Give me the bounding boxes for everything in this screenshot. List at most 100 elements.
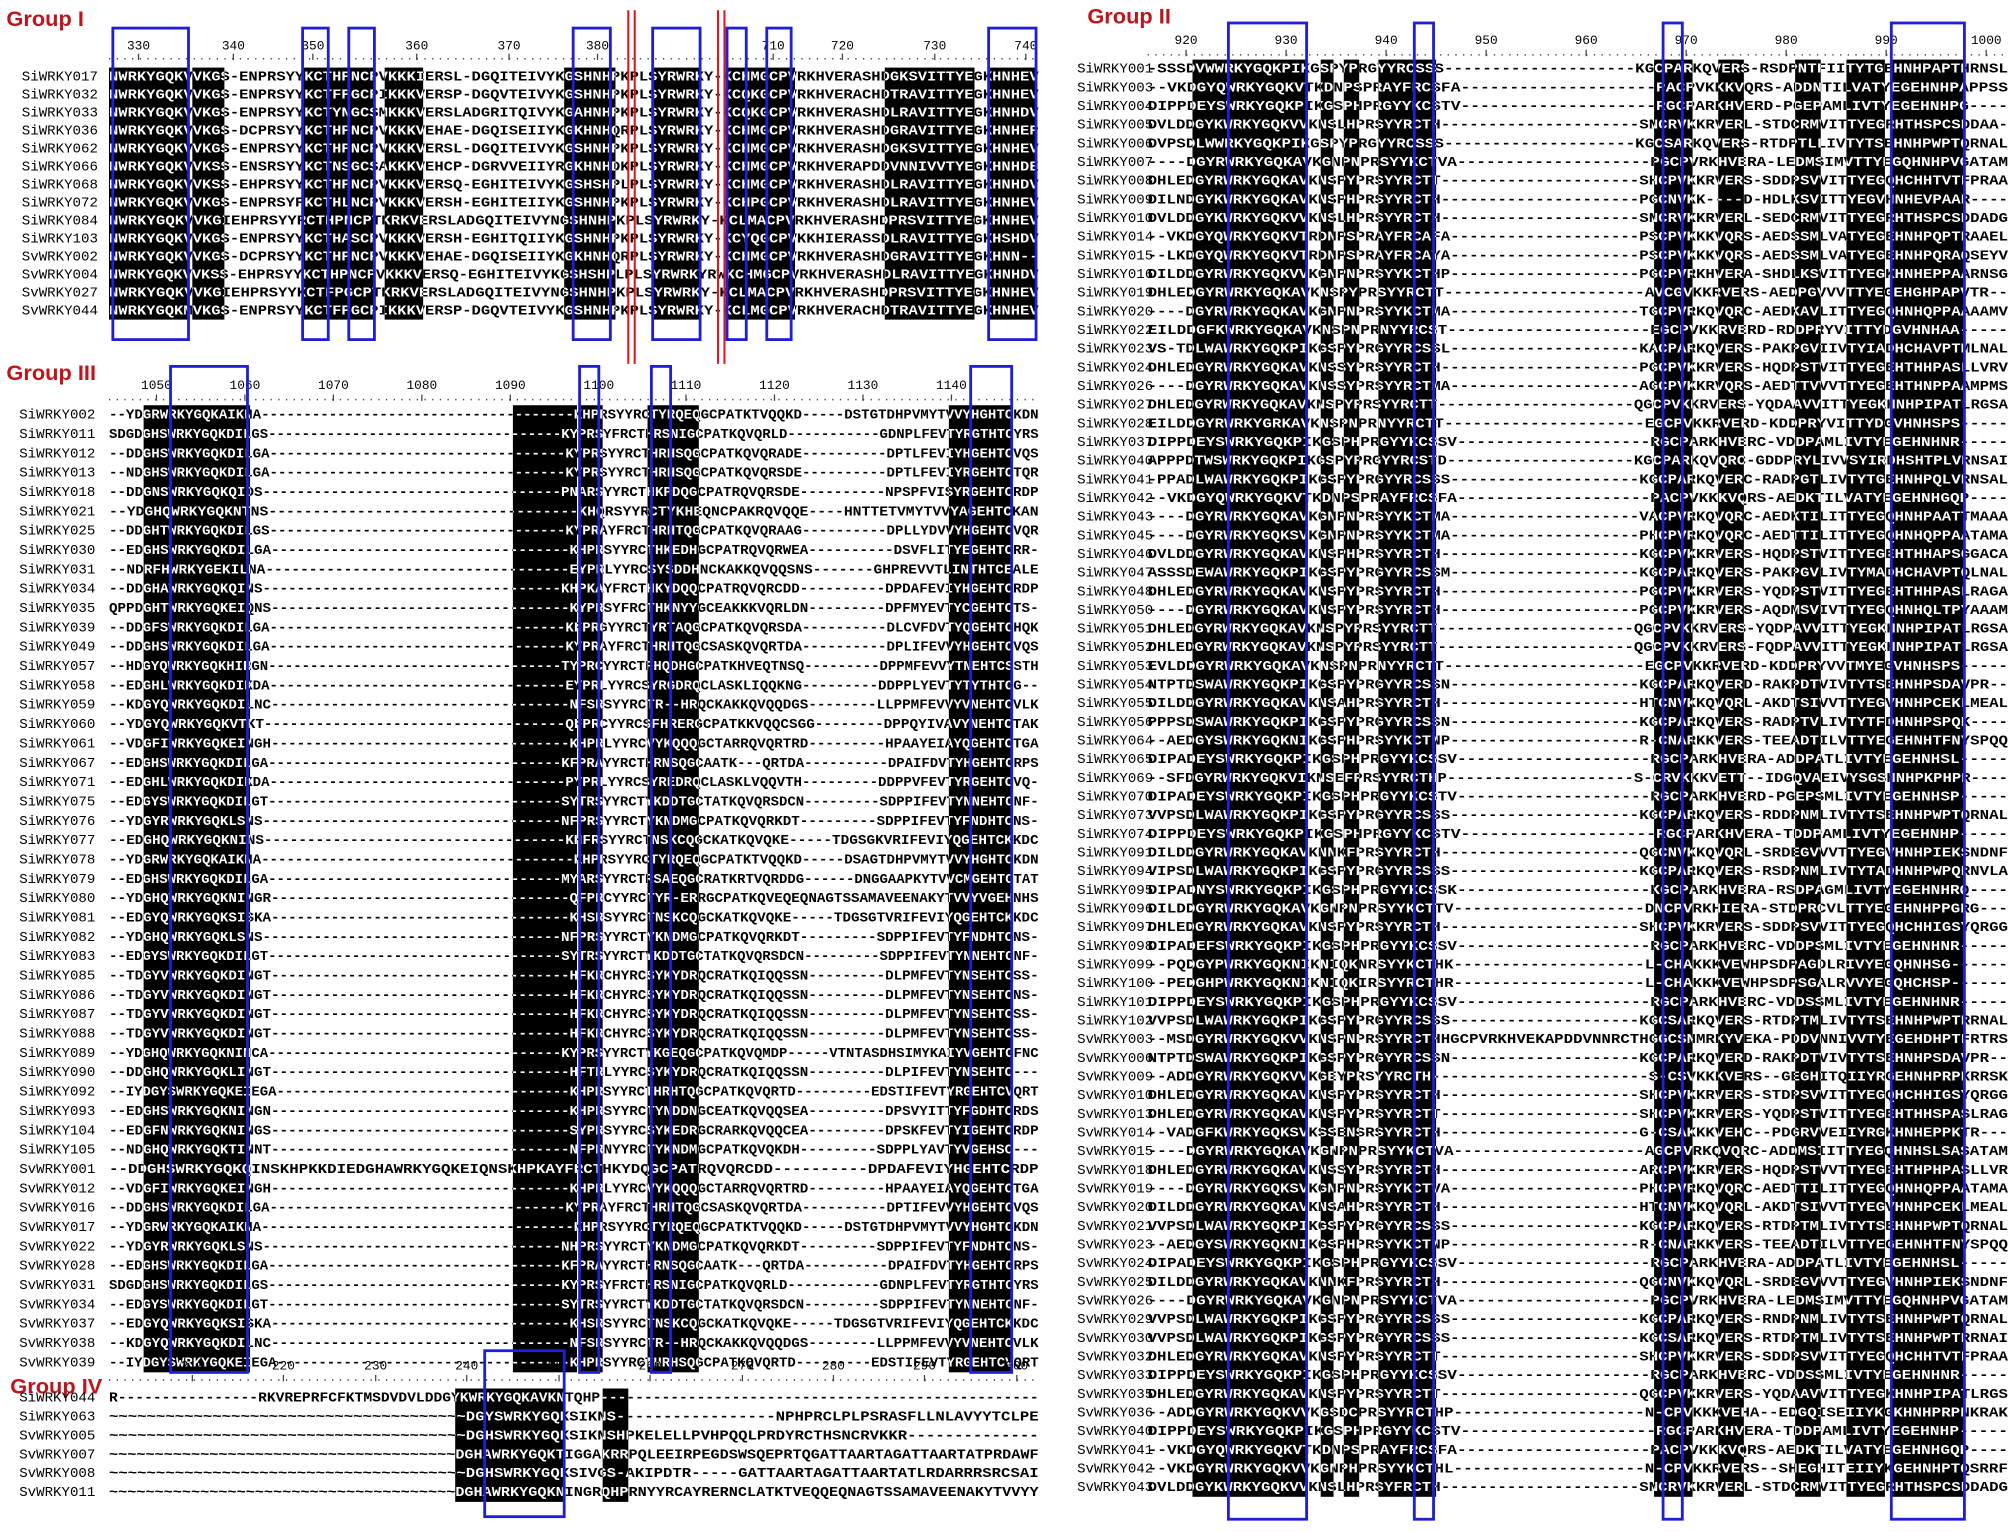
sequence-name: SiWRKY002 <box>19 408 95 424</box>
sequence-name: SiWRKY072 <box>22 195 98 211</box>
motif-box <box>649 364 673 1374</box>
sequence-name: SiWRKY076 <box>19 814 95 830</box>
ruler-label: 1130 <box>848 378 879 393</box>
sequence-name: SiWRKY041 <box>1077 472 1153 488</box>
sequence: DHLEDGYRWRKYGQKAVKNSPYPRSYYRCTH---------… <box>1148 920 2008 936</box>
sequence-name: SiWRKY013 <box>19 466 95 482</box>
alignment-group: Group II 920 930 940 950 960 970 980 990 1000 SiWR… <box>1077 4 2008 1497</box>
sequence-name: SvWRKY011 <box>19 1485 95 1501</box>
sequence: DHLEDGYRWRKYGQKAVKNSPYPRSYYRCTH---------… <box>1148 1088 2008 1104</box>
motif-box <box>969 364 1014 1374</box>
conserved-shading <box>727 67 795 320</box>
conserved-shading <box>192 67 225 320</box>
sequence: EVLDDGYRWRKYGQKAVKNSPNPRNYYRCTT---------… <box>1148 659 2008 675</box>
sequence: DVLDDGYKWRKYGQKVVKNSLHPRSYYRCTH---------… <box>1148 118 2008 134</box>
sequence: ~~~~~~~~~~~~~~~~~~~~~~~~~~~~~~~~~~~~~~DG… <box>109 1410 1039 1426</box>
sequence-name: SvWRKY012 <box>19 1181 95 1197</box>
sequence: DHLEDGYRWRKYGQKAVKNSPYPRSYYRCTH---------… <box>1148 584 2008 600</box>
ruler-label: 230 <box>364 1358 387 1373</box>
sequence: ----DGYRWRKYGQKAVKGNPNPRSYYKCTVA--------… <box>1148 1144 2008 1160</box>
motif-box <box>1661 21 1684 1521</box>
ruler-label: 1080 <box>406 378 437 393</box>
sequence-name: SiWRKY102 <box>1077 1014 1153 1030</box>
sequence-name: SiWRKY042 <box>1077 491 1153 507</box>
sequence-name: SvWRKY036 <box>1077 1406 1153 1422</box>
conserved-shading <box>1795 59 1821 1497</box>
ruler-label: 1070 <box>318 378 349 393</box>
sequence-name: SiWRKY061 <box>19 736 95 752</box>
sequence: VVPSDLWAWRKYGQKPIKGSPYPRGYYRCSSS--------… <box>1148 1331 2008 1347</box>
conserved-shading <box>988 67 1037 320</box>
sequence-name: SiWRKY084 <box>22 213 98 229</box>
sequence-name: SiWRKY006 <box>1077 136 1153 152</box>
sequence-name: SvWRKY026 <box>1077 1294 1153 1310</box>
sequence-name: SiWRKY011 <box>19 427 95 443</box>
ruler-label: 380 <box>586 38 609 53</box>
ruler-label: 340 <box>222 38 245 53</box>
sequence: ----DGYRWRKYGQKAVKGNPNPRSYYKCTMA--------… <box>1148 510 2008 526</box>
sequence: DIPADEYSWRKYGQKPIKGSPHPRGYYKCSSV--------… <box>1148 1256 2008 1272</box>
sequence-name: SiWRKY094 <box>1077 864 1153 880</box>
sequence-name: SiWRKY039 <box>19 620 95 636</box>
sequence-name: SiWRKY062 <box>22 141 98 157</box>
ruler-label: 920 <box>1175 33 1198 48</box>
conserved-shading <box>1343 59 1360 1497</box>
sequence-name: SiWRKY074 <box>1077 827 1153 843</box>
sequence: DIPPDEYSWRKYGQKPIKGSPHPRGYYKCSTV--------… <box>1148 827 2008 843</box>
sequence: DILDDGYRWRKYGQKAVKNNKFPRSYYRCTH---------… <box>1148 846 2008 862</box>
sequence: DILDDGYRWRKYGQKAVKNSAHPRSYYRCTH---------… <box>1148 696 2008 712</box>
sequence-name: SvWRKY027 <box>22 285 98 301</box>
sequence: VVPSDLWAWRKYGQKPIKGSPYPRGYYRCSSS--------… <box>1148 1014 2008 1030</box>
sequence-name: SiWRKY105 <box>19 1143 95 1159</box>
sequence: DHLEDGYRWRKYGQKAVKNSPYPRSYYRCTT---------… <box>1148 622 2008 638</box>
group-title: Group IV <box>10 1374 103 1399</box>
red-separators <box>627 10 726 364</box>
sequence: ----DGYRWRKYGQKSVKGNPNPRSYYKCTVA--------… <box>1148 1182 2008 1198</box>
sequence: ----DGYRWRKYGQKAVKNSSYPRSYYRCTMA--------… <box>1148 379 2008 395</box>
sequence: ----DGYRWRKYGQKAVKGNPNPRSYYKCTMA--------… <box>1148 304 2008 320</box>
sequence-name: SiWRKY016 <box>1077 267 1153 283</box>
sequence-name: SvWRKY013 <box>1077 1107 1153 1123</box>
ruler-label: 330 <box>127 38 150 53</box>
sequence-name: SiWRKY022 <box>1077 323 1153 339</box>
conserved-shading <box>143 405 251 1373</box>
conserved-shading <box>1654 59 1693 1497</box>
sequence-name: SiWRKY030 <box>19 543 95 559</box>
sequence: NTPTDSWAWRKYGQKPIKGSPYPRGYYRCSSN--------… <box>1148 1051 2008 1067</box>
sequence-name: SvWRKY005 <box>19 1428 95 1444</box>
sequence-name: SiWRKY032 <box>22 87 98 103</box>
sequence-name: SvWRKY022 <box>19 1239 95 1255</box>
sequence: --SFDGYRWRKYGQKVIKNSEFPRSYYRCTHP--------… <box>1148 771 2008 787</box>
ruler-label: 290 <box>913 1358 936 1373</box>
sequence: DILDDGYRWRKYGQKAVKNSAHPRSYYRCTH---------… <box>1148 1200 2008 1216</box>
sequence: DIPADNYSWRKYGQKPIKGSPHPRGYYKCSSK--------… <box>1148 883 2008 899</box>
motif-box <box>483 1349 566 1519</box>
sequence-name: SiWRKY070 <box>1077 790 1153 806</box>
sequence-name: SvWRKY019 <box>1077 1182 1153 1198</box>
sequence: DHLEDGYRWRKYGQKAVKNSPYPRSYYRCTT---------… <box>1148 286 2008 302</box>
sequence-name: SiWRKY064 <box>1077 734 1153 750</box>
sequence-name: SvWRKY007 <box>19 1447 95 1463</box>
sequence-name: SiWRKY065 <box>1077 752 1153 768</box>
sequence-name: SiWRKY017 <box>22 69 98 85</box>
sequence-name: SiWRKY010 <box>1077 211 1153 227</box>
sequence: DIPPDEYSWRKYGQKPIKGSPHPRGYYKCSSV--------… <box>1148 1368 2008 1384</box>
motif-box <box>571 26 612 341</box>
sequence: DHLEDGYRWRKYGQKAVKNSSYPRSYYRCTH---------… <box>1148 1163 2008 1179</box>
sequence-name: SvWRKY008 <box>19 1466 95 1482</box>
sequence-name: SiWRKY018 <box>19 485 95 501</box>
ruler-label: 720 <box>831 38 854 53</box>
sequence-name: SiWRKY086 <box>19 988 95 1004</box>
sequence-name: SiWRKY036 <box>22 123 98 139</box>
sequence: DILNDGYKWRKYGQKAVKNSPHPRSYYRCTH---------… <box>1148 192 2008 208</box>
motif-box <box>765 26 793 341</box>
conserved-shading <box>384 67 424 320</box>
sequence-name: SiWRKY057 <box>19 659 95 675</box>
sequence: DHLEDGYRWRKYGQKAVKNSPYPRSYYRCTT---------… <box>1148 174 2008 190</box>
sequence-name: SiWRKY020 <box>1077 304 1153 320</box>
sequence-name: SiWRKY095 <box>1077 883 1153 899</box>
sequence: ----DGYRWRKYGQKAVKGNPNPRSYYKCTVA--------… <box>1148 155 2008 171</box>
sequence: ~~~~~~~~~~~~~~~~~~~~~~~~~~~~~~~~~~~~~~DG… <box>109 1466 1039 1482</box>
sequence-name: SiWRKY040 <box>1077 454 1153 470</box>
